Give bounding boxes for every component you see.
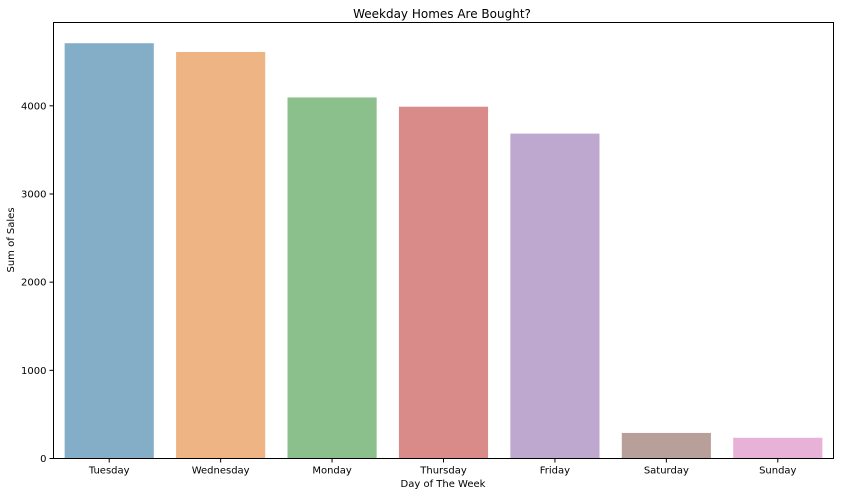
y-tick-label: 2000 bbox=[21, 278, 46, 289]
bar-friday bbox=[510, 133, 600, 459]
x-tick-label: Monday bbox=[312, 466, 352, 477]
y-axis-label: Sum of Sales bbox=[6, 207, 17, 272]
x-tick-label: Thursday bbox=[419, 466, 467, 477]
x-axis-label: Day of The Week bbox=[401, 479, 486, 490]
y-tick-label: 0 bbox=[40, 454, 46, 465]
bar-monday bbox=[287, 97, 377, 459]
bar-thursday bbox=[398, 106, 489, 459]
y-axis-ticks: 0 1000 2000 3000 4000 bbox=[21, 101, 54, 465]
x-tick-label: Tuesday bbox=[88, 466, 130, 477]
bar-wednesday bbox=[176, 52, 266, 459]
bar-sunday bbox=[733, 437, 823, 459]
x-tick-label: Saturday bbox=[644, 466, 689, 477]
bar-tuesday bbox=[64, 43, 154, 459]
chart-title: Weekday Homes Are Bought? bbox=[353, 7, 531, 21]
y-tick-label: 4000 bbox=[21, 101, 46, 112]
x-tick-label: Friday bbox=[540, 466, 570, 477]
x-tick-label: Wednesday bbox=[192, 466, 250, 477]
bars-layer bbox=[64, 43, 823, 459]
bar-saturday bbox=[621, 432, 711, 459]
y-tick-label: 3000 bbox=[21, 189, 46, 200]
x-tick-label: Sunday bbox=[759, 466, 796, 477]
plot-frame bbox=[53, 22, 834, 459]
y-tick-label: 1000 bbox=[21, 366, 46, 377]
x-axis-ticks: Tuesday Wednesday Monday Thursday Friday Satu… bbox=[88, 458, 797, 477]
